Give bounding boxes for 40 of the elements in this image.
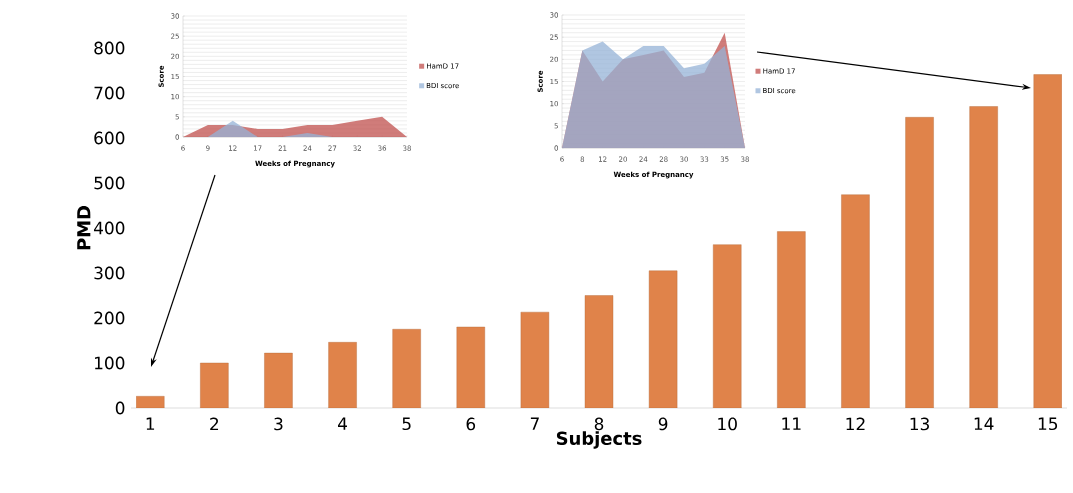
y-tick-label: 300 [94,266,125,280]
y-tick-label: 600 [94,131,125,145]
bar [392,329,421,408]
x-tick-label: 7 [530,417,539,430]
bar [969,106,998,408]
x-tick-label: 15 [1038,417,1058,431]
x-tick-label: 8 [594,417,604,431]
y-tick-label: 100 [95,356,125,370]
bar [520,311,550,408]
x-tick-label: 10 [718,417,737,431]
x-tick-label: 9 [658,417,668,431]
y-axis-title: PMD [77,206,91,250]
y-tick-label: 0 [115,401,125,415]
bar [648,270,678,408]
bar [841,194,870,408]
bar [777,231,806,408]
bar [713,244,742,408]
x-tick-label: 1 [146,417,155,430]
bar [1033,74,1062,408]
x-tick-label: 12 [846,417,865,431]
bar [200,362,229,408]
y-tick-label: 700 [94,86,125,100]
x-tick-label: 11 [782,417,801,430]
y-tick-label: 400 [93,221,125,235]
x-axis-title: Subjects [556,431,642,449]
x-tick-label: 4 [338,417,348,430]
y-tick-label: 200 [94,311,125,325]
bar [905,117,934,408]
x-tick-label: 13 [910,417,929,431]
bar [264,352,293,408]
x-tick-label: 2 [210,417,219,431]
bar [456,326,485,408]
y-tick-label: 500 [94,176,125,190]
x-tick-label: 5 [402,417,411,431]
bar [584,295,614,408]
bar [328,342,357,408]
x-tick-label: 3 [274,417,283,431]
x-tick-label: 6 [466,417,476,431]
x-tick-label: 14 [974,417,994,430]
y-tick-label: 800 [94,41,125,55]
